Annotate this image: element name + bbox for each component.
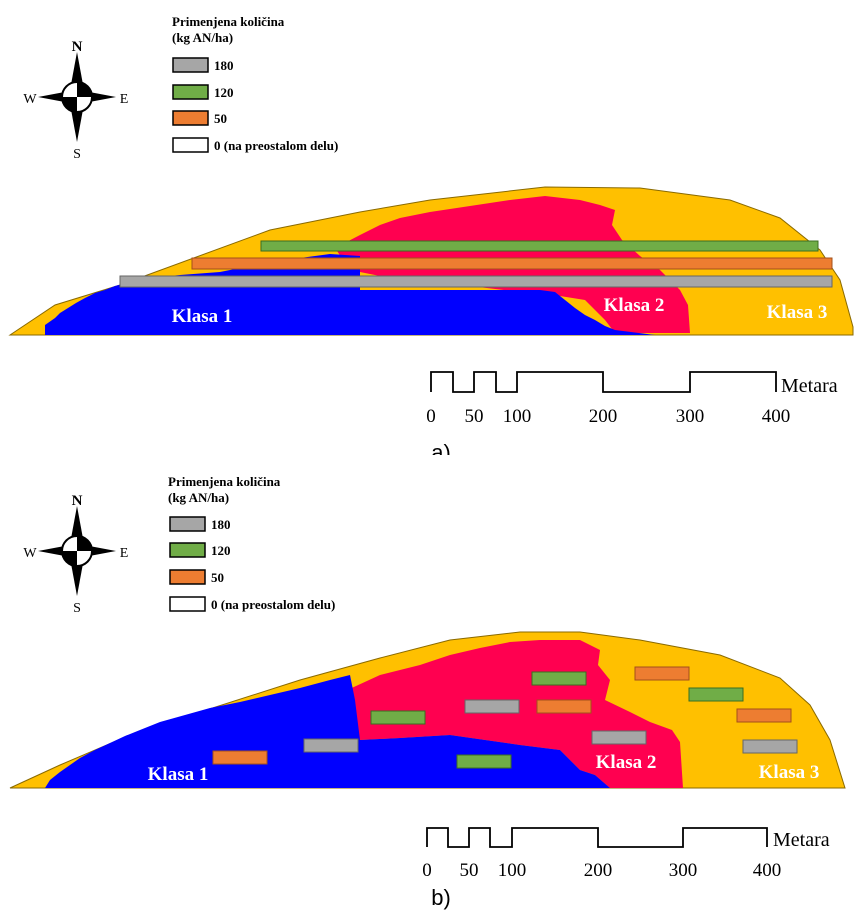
legend-swatch-0 xyxy=(172,137,209,153)
scale-tick-0: 0 xyxy=(422,860,432,881)
legend-swatch-120 xyxy=(172,84,209,100)
legend: Primenjena količina (kg AN/ha) 180 120 5… xyxy=(168,474,335,612)
scale-unit: Metara xyxy=(781,375,838,397)
field-map: Klasa 1 Klasa 2 Klasa 3 xyxy=(8,186,854,336)
strip-50 xyxy=(191,257,833,270)
zone-label-klasa-1: Klasa 1 xyxy=(172,306,233,327)
legend-label-120: 120 xyxy=(214,85,234,100)
legend-label-0: 0 (na preostalom delu) xyxy=(214,138,338,153)
scale-bar: Metara 0 50 100 200 300 400 xyxy=(422,827,830,881)
patch-50 xyxy=(736,708,792,723)
zone-label-klasa-1: Klasa 1 xyxy=(148,764,209,785)
patch-180 xyxy=(464,699,520,714)
zone-klasa-2 xyxy=(343,640,683,788)
patch-120 xyxy=(688,687,744,702)
scale-tick-400: 400 xyxy=(753,860,782,881)
patch-120 xyxy=(531,671,587,686)
compass-west-label: W xyxy=(23,92,37,107)
legend-title: Primenjena količina xyxy=(172,14,285,29)
patch-120 xyxy=(370,710,426,725)
scale-unit: Metara xyxy=(773,829,830,851)
scale-tick-400: 400 xyxy=(762,406,791,427)
zone-label-klasa-3: Klasa 3 xyxy=(759,762,820,783)
scale-tick-200: 200 xyxy=(584,860,613,881)
compass-east-label: E xyxy=(120,546,129,561)
compass-rose-icon: N S E W xyxy=(23,39,128,162)
compass-south-label: S xyxy=(73,147,81,162)
legend-label-180: 180 xyxy=(211,517,231,532)
zone-label-klasa-2: Klasa 2 xyxy=(596,752,657,773)
scale-tick-50: 50 xyxy=(460,860,479,881)
scale-tick-0: 0 xyxy=(426,406,436,427)
legend-swatch-180 xyxy=(172,57,209,73)
legend-unit: (kg AN/ha) xyxy=(168,490,229,505)
scale-tick-300: 300 xyxy=(669,860,698,881)
legend-swatch-50 xyxy=(169,569,206,585)
strip-180 xyxy=(119,275,833,288)
caption-a: a) xyxy=(431,440,451,455)
patch-180 xyxy=(591,730,647,745)
scale-bar: Metara 0 50 100 200 300 400 xyxy=(426,371,838,427)
scale-tick-50: 50 xyxy=(465,406,484,427)
patch-180 xyxy=(303,738,359,753)
patch-50 xyxy=(212,750,268,765)
compass-north-label: N xyxy=(72,39,83,55)
scale-tick-300: 300 xyxy=(676,406,705,427)
legend-label-50: 50 xyxy=(211,570,224,585)
legend-label-50: 50 xyxy=(214,111,227,126)
panel-b: N S E W Primenjena količina (kg AN/ha) 1… xyxy=(0,460,854,915)
patch-120 xyxy=(456,754,512,769)
panel-a: N S E W Primenjena količina (kg AN/ha) 1… xyxy=(0,0,854,465)
scale-tick-100: 100 xyxy=(503,406,532,427)
compass-east-label: E xyxy=(120,92,129,107)
legend-label-0: 0 (na preostalom delu) xyxy=(211,597,335,612)
legend-label-120: 120 xyxy=(211,543,231,558)
compass-south-label: S xyxy=(73,601,81,616)
scale-tick-200: 200 xyxy=(589,406,618,427)
legend-swatch-180 xyxy=(169,516,206,532)
caption-b: b) xyxy=(431,885,451,910)
strip-120 xyxy=(260,240,819,252)
scale-tick-100: 100 xyxy=(498,860,527,881)
legend-swatch-120 xyxy=(169,542,206,558)
zone-klasa-1 xyxy=(45,254,655,335)
compass-rose-icon: N S E W xyxy=(23,493,128,616)
zone-label-klasa-3: Klasa 3 xyxy=(767,302,828,323)
legend-swatch-0 xyxy=(169,596,206,612)
map-panel-b: N S E W Primenjena količina (kg AN/ha) 1… xyxy=(9,474,846,910)
map-panel-a: N S E W Primenjena količina (kg AN/ha) 1… xyxy=(8,14,854,465)
legend-swatch-50 xyxy=(172,110,209,126)
patch-50 xyxy=(536,699,592,714)
compass-west-label: W xyxy=(23,546,37,561)
patch-50 xyxy=(634,666,690,681)
legend-unit: (kg AN/ha) xyxy=(172,30,233,45)
legend: Primenjena količina (kg AN/ha) 180 120 5… xyxy=(172,14,338,153)
legend-label-180: 180 xyxy=(214,58,234,73)
patch-180 xyxy=(742,739,798,754)
field-map: Klasa 1 Klasa 2 Klasa 3 xyxy=(9,631,846,789)
legend-title: Primenjena količina xyxy=(168,474,281,489)
zone-label-klasa-2: Klasa 2 xyxy=(604,295,665,316)
compass-north-label: N xyxy=(72,493,83,509)
